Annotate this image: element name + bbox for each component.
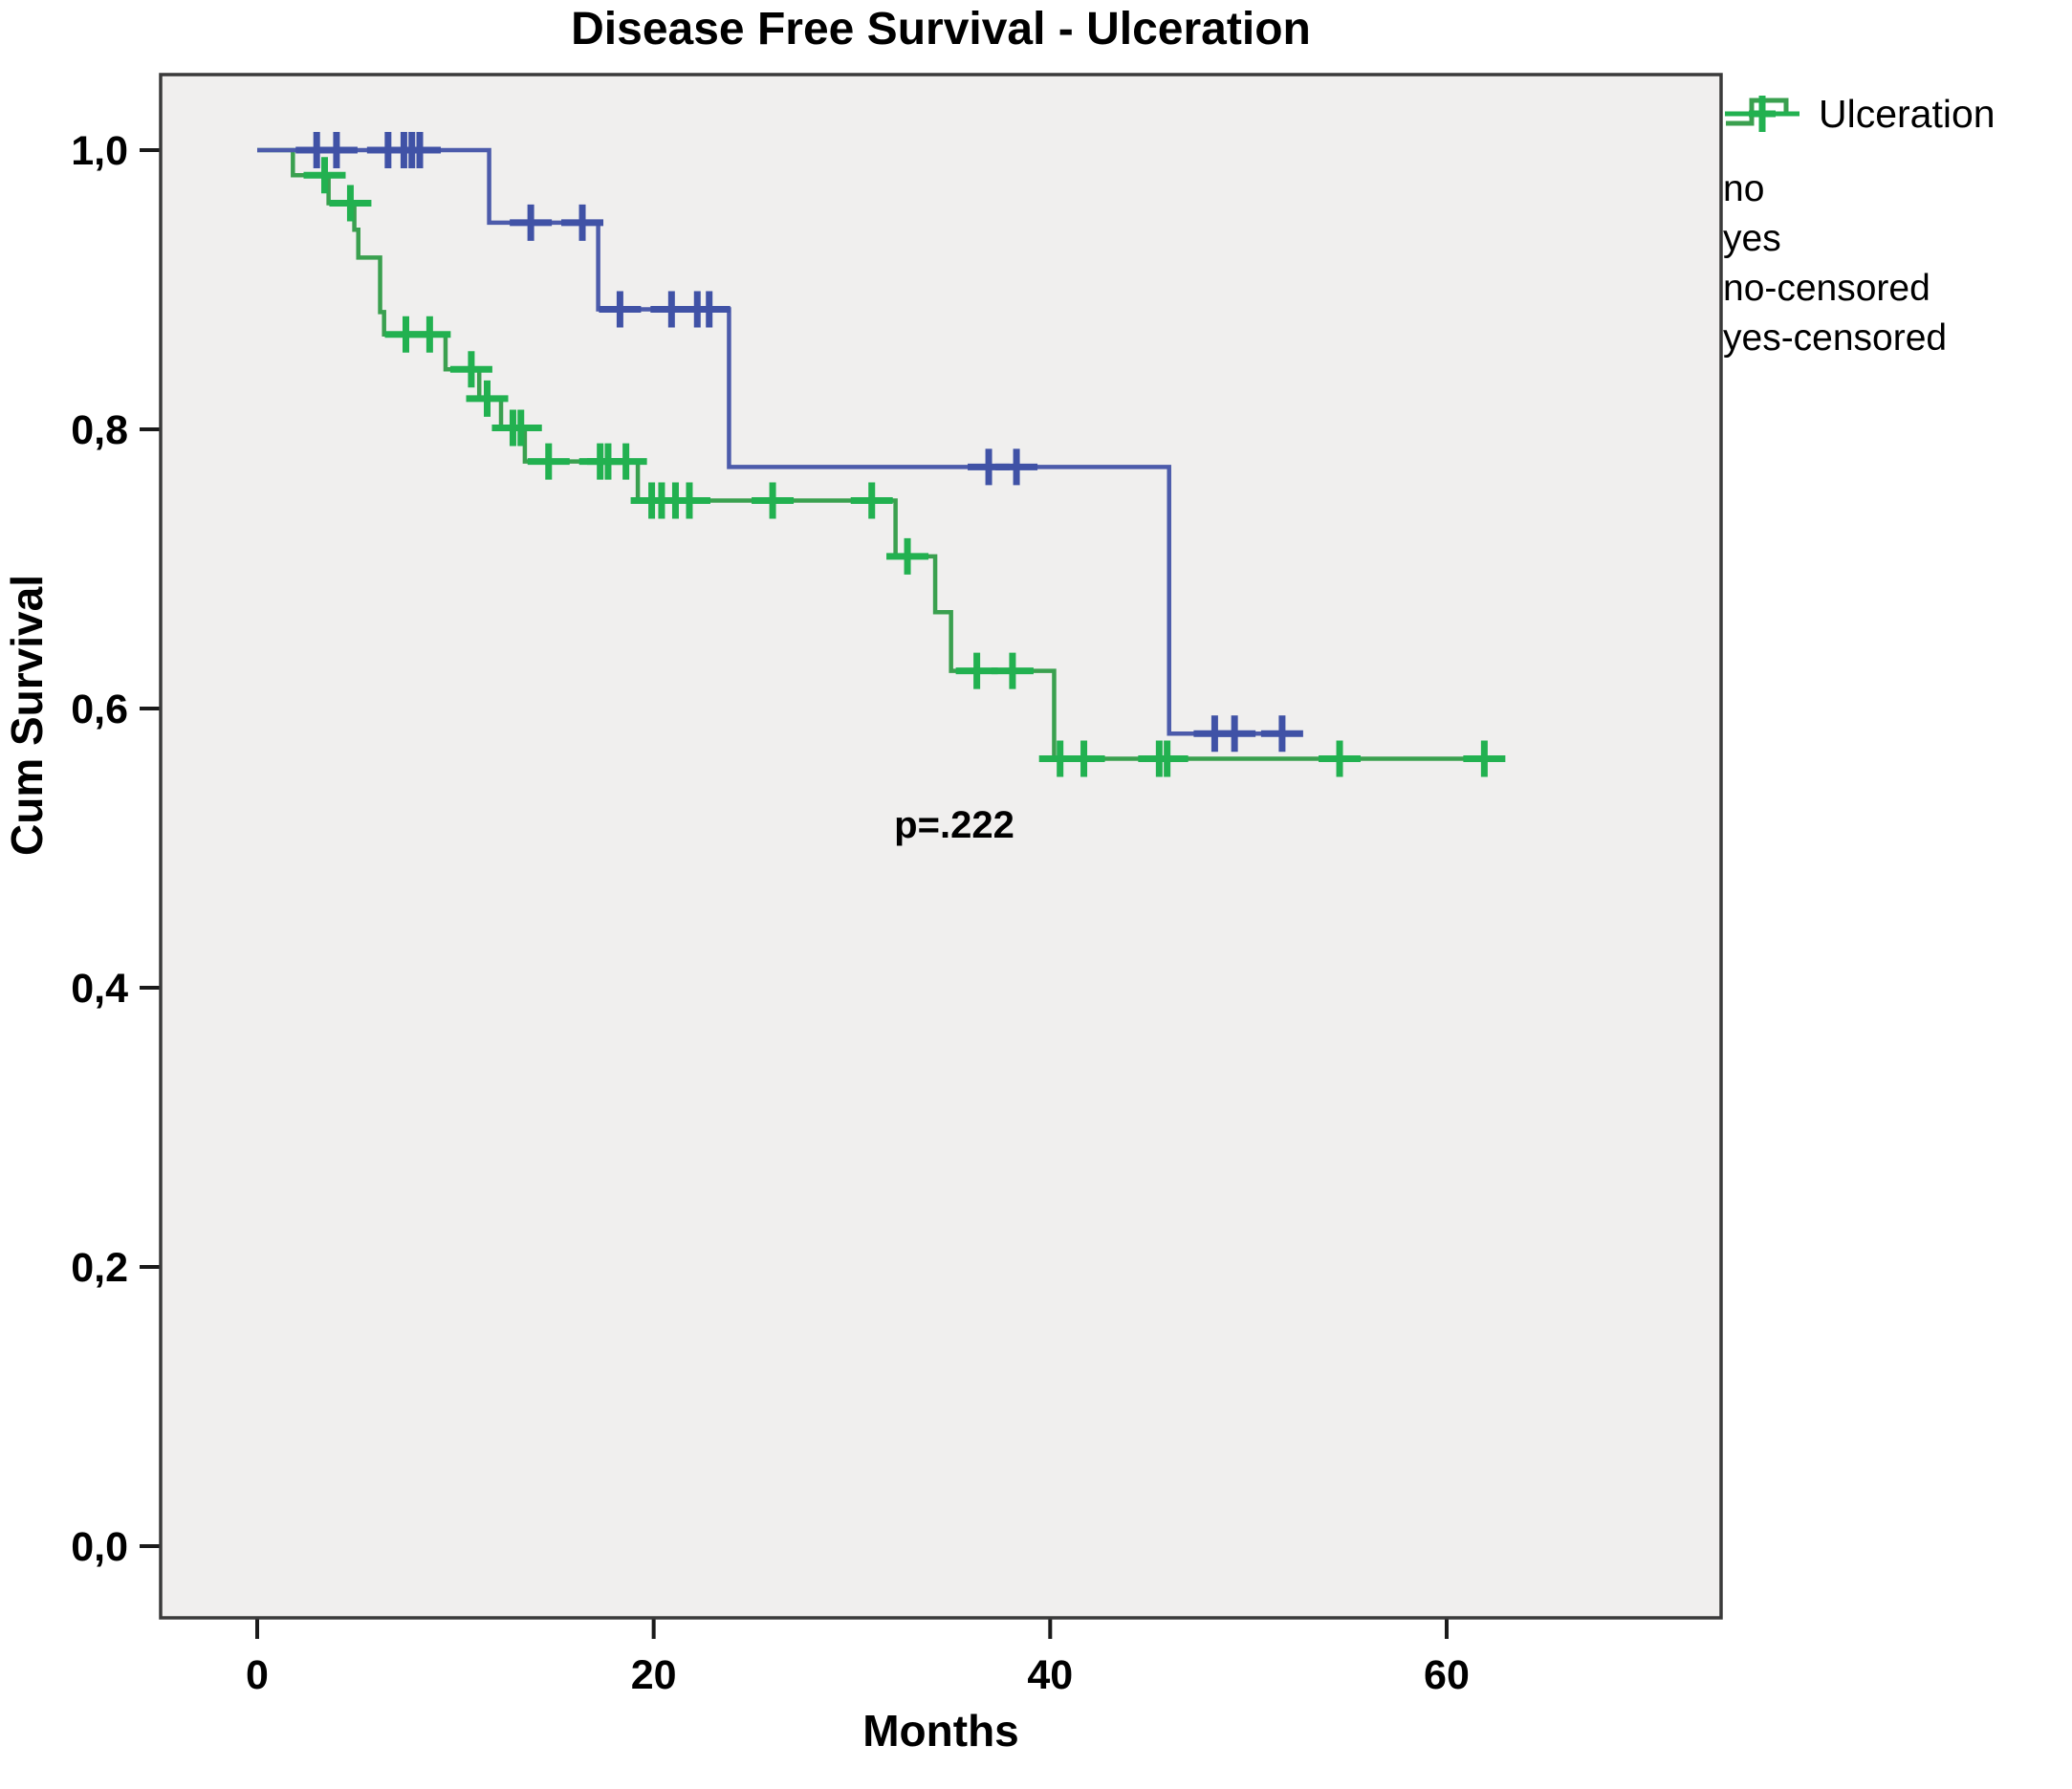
plot-area-border [159,73,1723,1620]
y-tick-label: 1,0 [71,128,128,174]
yes-step-line-icon [1726,98,1789,126]
x-tick-label: 60 [1424,1652,1470,1698]
yes-censored-plus-icon [1725,96,1799,132]
y-axis-title: Cum Survival [2,575,52,856]
legend-label-no-censored: no-censored [1723,267,1930,309]
x-axis-title: Months [862,1706,1019,1756]
legend-label-yes-censored: yes-censored [1723,316,1948,359]
x-tick-label: 0 [246,1652,269,1698]
axis-tick-layer: 0 20 40 60 1,0 0,8 0,6 0,4 0,2 0,0 [71,128,1470,1698]
legend-label-yes: yes [1723,217,1781,259]
y-tick-label: 0,4 [71,966,128,1012]
plot-area-background [161,75,1721,1618]
y-tick-label: 0,6 [71,687,128,732]
survival-curve-yes [257,147,1496,761]
legend-item-no: no [1723,98,2072,213]
p-value-annotation: p=.222 [894,804,1014,846]
x-tick-label: 20 [631,1652,677,1698]
legend-item-yes-censored: yes-censored [1723,96,2072,362]
legend: Ulceration no yes no-censored [1723,92,2072,362]
y-tick-label: 0,0 [71,1524,128,1570]
chart-title: Disease Free Survival - Ulceration [571,4,1311,55]
plot-background-layer [161,75,1721,1618]
legend-item-no-censored: no-censored [1723,96,2072,313]
x-tick-label: 40 [1027,1652,1073,1698]
plot-border-layer [159,73,1723,1620]
survival-curves-layer [257,132,1506,777]
legend-label-no: no [1723,167,1765,209]
legend-item-yes: yes [1723,98,2072,263]
y-tick-label: 0,8 [71,407,128,453]
y-tick-label: 0,2 [71,1245,128,1291]
legend-title: Ulceration [1819,92,1996,136]
